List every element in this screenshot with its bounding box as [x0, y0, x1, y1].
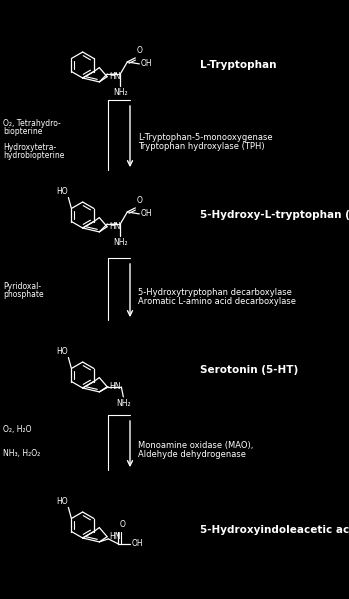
Text: O: O [136, 46, 142, 55]
Text: 5-Hydroxytryptophan decarboxylase: 5-Hydroxytryptophan decarboxylase [138, 288, 292, 297]
Text: phosphate: phosphate [3, 290, 44, 299]
Text: NH₃, H₂O₂: NH₃, H₂O₂ [3, 449, 40, 458]
Text: HN: HN [109, 222, 121, 231]
Text: 5-Hydroxy-L-tryptophan (5-HTP): 5-Hydroxy-L-tryptophan (5-HTP) [200, 210, 349, 220]
Text: HN: HN [109, 382, 121, 391]
Text: 5-Hydroxyindoleacetic acid (5-HIAA): 5-Hydroxyindoleacetic acid (5-HIAA) [200, 525, 349, 535]
Text: Aldehyde dehydrogenase: Aldehyde dehydrogenase [138, 450, 246, 459]
Text: OH: OH [140, 210, 152, 219]
Text: O: O [136, 196, 142, 205]
Text: NH₂: NH₂ [113, 88, 128, 97]
Text: L-Tryptophan-5-monooxygenase: L-Tryptophan-5-monooxygenase [138, 133, 273, 142]
Text: OH: OH [140, 59, 152, 68]
Text: Hydroxytetra-: Hydroxytetra- [3, 143, 56, 152]
Text: HO: HO [56, 497, 67, 506]
Text: O₂, H₂O: O₂, H₂O [3, 425, 31, 434]
Text: biopterine: biopterine [3, 127, 42, 136]
Text: HO: HO [56, 186, 67, 195]
Text: Serotonin (5-HT): Serotonin (5-HT) [200, 365, 298, 375]
Text: Aromatic L-amino acid decarboxylase: Aromatic L-amino acid decarboxylase [138, 297, 296, 306]
Text: HN: HN [109, 72, 121, 81]
Text: O: O [119, 520, 125, 529]
Text: NH₂: NH₂ [113, 238, 128, 247]
Text: L-Tryptophan: L-Tryptophan [200, 60, 276, 70]
Text: O₂, Tetrahydro-: O₂, Tetrahydro- [3, 119, 61, 128]
Text: HN: HN [109, 532, 121, 541]
Text: Pyridoxal-: Pyridoxal- [3, 282, 41, 291]
Text: NH₂: NH₂ [116, 399, 131, 408]
Text: hydrobiopterine: hydrobiopterine [3, 151, 64, 160]
Text: OH: OH [131, 540, 143, 549]
Text: HO: HO [56, 346, 67, 355]
Text: Tryptophan hydroxylase (TPH): Tryptophan hydroxylase (TPH) [138, 142, 265, 151]
Text: Monoamine oxidase (MAO),: Monoamine oxidase (MAO), [138, 441, 253, 450]
